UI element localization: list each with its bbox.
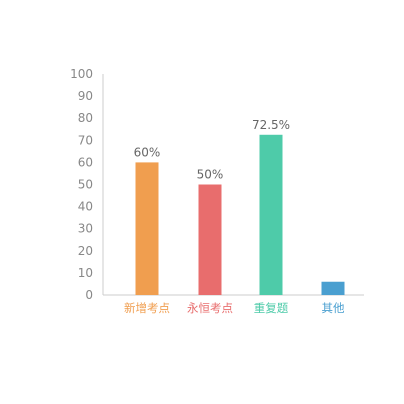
y-tick-label: 20: [78, 244, 93, 258]
data-labels: 60% 50% 72.5%: [134, 118, 290, 182]
bar: [321, 281, 345, 295]
category-labels: 新增考点 永恒考点 重复题 其他: [124, 301, 345, 315]
x-category-label: 永恒考点: [187, 301, 233, 315]
y-tick-label: 10: [78, 266, 93, 280]
y-tick-label: 70: [78, 133, 93, 147]
bar-data-label: 72.5%: [252, 118, 290, 132]
bar: [259, 134, 283, 295]
y-tick-label: 40: [78, 200, 93, 214]
y-tick-labels: 0 10 20 30 40 50 60 70 80 90 100: [70, 67, 93, 302]
y-tick-label: 0: [85, 288, 93, 302]
y-tick-label: 80: [78, 111, 93, 125]
y-tick-label: 50: [78, 178, 93, 192]
bar: [198, 184, 222, 295]
x-category-label: 新增考点: [124, 301, 170, 315]
bars: [135, 134, 345, 295]
y-tick-label: 30: [78, 222, 93, 236]
bar-data-label: 60%: [134, 145, 161, 159]
y-tick-label: 90: [78, 89, 93, 103]
y-tick-label: 60: [78, 155, 93, 169]
bar-data-label: 50%: [197, 168, 224, 182]
y-tick-label: 100: [70, 67, 93, 81]
x-category-label: 重复题: [254, 301, 289, 315]
bar: [135, 162, 159, 295]
x-category-label: 其他: [322, 301, 345, 315]
